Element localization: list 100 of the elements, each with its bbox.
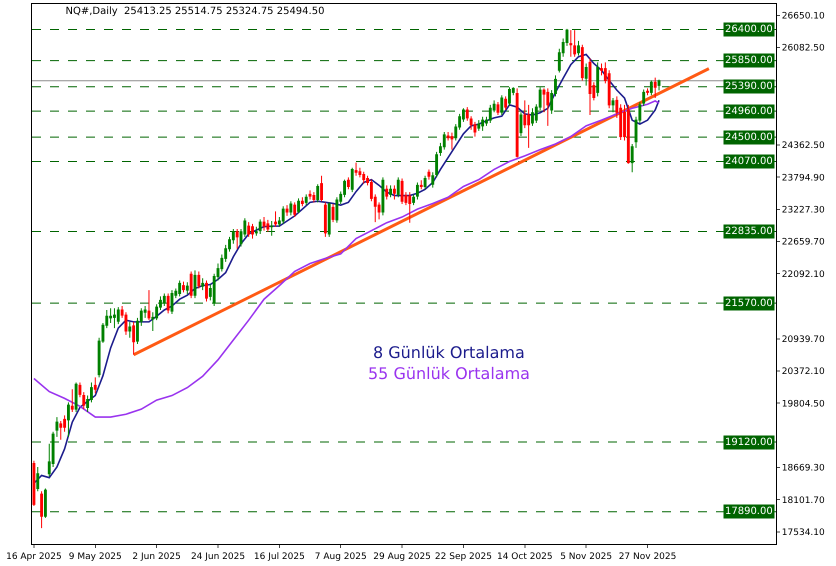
candlestick (396, 176, 400, 198)
candlestick (596, 62, 600, 97)
candlestick (270, 220, 274, 236)
candlestick (308, 190, 312, 200)
candlestick (186, 282, 189, 295)
text: 8 Günlük Ortalama (373, 343, 525, 362)
ref-line-label: 19120.00 (725, 437, 773, 448)
candlestick (66, 402, 70, 438)
candlestick (251, 223, 254, 240)
candlestick (32, 460, 36, 507)
candlestick (389, 184, 392, 198)
candlestick (588, 58, 592, 116)
candlestick (148, 290, 150, 321)
candlestick (385, 184, 388, 200)
candlestick (420, 180, 423, 190)
y-tick-label: 22092.10 (782, 270, 826, 280)
y-tick-label: 26082.50 (782, 44, 826, 54)
candlestick (178, 280, 182, 297)
candlestick (569, 30, 572, 58)
y-tick-label: 23794.90 (782, 173, 826, 184)
candlestick (427, 168, 430, 180)
candlestick (481, 116, 484, 132)
candlestick (320, 175, 323, 202)
text: 55 Günlük Ortalama (368, 364, 530, 383)
y-tick-label: 24362.50 (782, 141, 826, 152)
ref-line-label: 17890.00 (725, 506, 773, 517)
candlestick (74, 382, 78, 412)
candlestick (194, 270, 196, 299)
candlestick (170, 290, 174, 314)
candlestick (527, 104, 530, 148)
candlestick (316, 184, 320, 203)
candlestick (584, 63, 588, 86)
candlestick (262, 216, 266, 232)
ref-line-label: 24960.00 (725, 106, 773, 117)
candlestick (70, 388, 74, 412)
candlestick (197, 270, 200, 289)
candlestick (258, 218, 262, 235)
candlestick (190, 270, 193, 299)
candlestick (477, 120, 480, 132)
x-tick-label: 5 Nov 2025 (560, 552, 612, 562)
candlestick (304, 194, 308, 206)
ref-line-label: 25850.00 (725, 55, 773, 66)
x-tick-label: 24 Jun 2025 (190, 552, 246, 562)
candlestick (488, 104, 492, 124)
candlestick (78, 382, 82, 398)
candlestick (504, 96, 508, 110)
x-tick-label: 2 Jun 2025 (132, 552, 181, 562)
candlestick (36, 466, 40, 492)
candlestick (128, 321, 132, 338)
y-tick-label: 26650.10 (782, 11, 826, 22)
candlestick (182, 281, 185, 293)
candlestick (646, 88, 649, 96)
candlestick (450, 132, 454, 150)
candlestick (82, 392, 86, 410)
candlestick (516, 88, 519, 158)
candlestick (654, 77, 657, 99)
candlestick (573, 30, 576, 58)
candlestick (381, 176, 384, 216)
chart-title: NQ#,Daily 25413.25 25514.75 25324.75 25494.50 (65, 6, 324, 17)
candlestick (626, 104, 630, 164)
y-tick-label: 23227.30 (782, 205, 826, 216)
candlestick (520, 112, 522, 137)
candlestick (274, 210, 277, 228)
candlestick (577, 40, 580, 56)
candlestick (266, 219, 270, 232)
y-tick-label: 18101.70 (782, 496, 826, 506)
x-tick-label: 16 Jul 2025 (254, 552, 305, 562)
candlestick (508, 86, 511, 106)
candlestick (40, 490, 44, 529)
ref-line-label: 26400.00 (725, 24, 773, 35)
candlestick (205, 280, 208, 302)
candlestick (116, 306, 120, 325)
candlestick (630, 143, 634, 173)
candlestick (113, 308, 116, 329)
ref-line-label: 22835.00 (725, 226, 773, 237)
y-tick-label: 20372.10 (782, 367, 826, 378)
x-tick-label: 7 Aug 2025 (314, 552, 367, 562)
line-series (33, 54, 660, 484)
candlestick (546, 88, 550, 126)
ref-line-label: 21570.00 (725, 298, 773, 309)
candlestick (416, 182, 419, 200)
candlestick (324, 202, 327, 238)
candlestick (408, 192, 412, 224)
y-tick-label: 22659.70 (782, 238, 826, 248)
x-tick-label: 9 May 2025 (68, 552, 122, 562)
candlestick (94, 376, 97, 394)
x-tick-label: 16 Apr 2025 (6, 552, 62, 562)
candlestick (293, 202, 296, 218)
candlestick (424, 175, 427, 190)
candlestick (658, 79, 660, 91)
ref-line-label: 24500.00 (725, 132, 773, 143)
candlestick (650, 80, 653, 96)
candlestick (312, 192, 316, 203)
candlestick (166, 293, 170, 314)
y-tick-label: 20939.70 (782, 335, 826, 346)
candlestick (332, 204, 334, 223)
candlestick (55, 416, 58, 438)
candlestick (496, 102, 500, 116)
y-tick-label: 19804.50 (782, 399, 826, 410)
candlestick (132, 321, 136, 356)
